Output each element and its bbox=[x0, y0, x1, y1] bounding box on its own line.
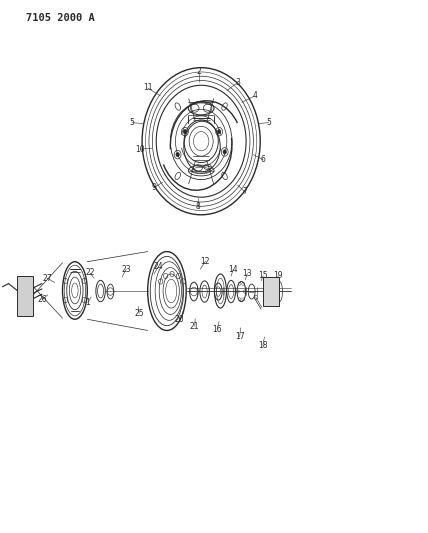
Ellipse shape bbox=[268, 281, 274, 302]
Text: 19: 19 bbox=[273, 271, 283, 280]
Text: 18: 18 bbox=[258, 341, 268, 350]
Text: 14: 14 bbox=[229, 265, 238, 273]
Text: 6: 6 bbox=[261, 156, 266, 164]
Circle shape bbox=[21, 300, 29, 310]
Text: 22: 22 bbox=[85, 269, 95, 277]
Bar bbox=[263, 277, 279, 306]
Text: 4: 4 bbox=[252, 92, 257, 100]
Text: 13: 13 bbox=[243, 269, 252, 278]
Text: 7105 2000 A: 7105 2000 A bbox=[26, 13, 95, 23]
Text: 5: 5 bbox=[266, 118, 271, 127]
Text: 25: 25 bbox=[134, 309, 144, 318]
Text: 21: 21 bbox=[190, 322, 199, 330]
Circle shape bbox=[223, 150, 226, 154]
Text: 15: 15 bbox=[259, 271, 268, 280]
Text: 12: 12 bbox=[201, 257, 210, 265]
Text: 9: 9 bbox=[152, 183, 157, 192]
Text: 23: 23 bbox=[122, 265, 131, 273]
Text: 5: 5 bbox=[129, 118, 134, 127]
Text: 27: 27 bbox=[42, 274, 52, 282]
Text: 20: 20 bbox=[175, 316, 184, 324]
Text: 8: 8 bbox=[195, 203, 200, 211]
Text: 17: 17 bbox=[235, 333, 244, 341]
Circle shape bbox=[21, 288, 29, 298]
Circle shape bbox=[183, 130, 187, 134]
Circle shape bbox=[21, 277, 29, 286]
Text: 11: 11 bbox=[143, 84, 152, 92]
Text: 7: 7 bbox=[242, 188, 247, 196]
Text: 1: 1 bbox=[85, 298, 90, 307]
Text: 2: 2 bbox=[196, 68, 202, 76]
Bar bbox=[17, 276, 33, 316]
Circle shape bbox=[176, 152, 179, 157]
Circle shape bbox=[217, 130, 221, 134]
Text: 24: 24 bbox=[154, 262, 163, 271]
Text: 26: 26 bbox=[37, 295, 47, 304]
Text: 10: 10 bbox=[136, 145, 145, 154]
Text: 16: 16 bbox=[212, 325, 222, 334]
Text: 3: 3 bbox=[235, 78, 240, 87]
